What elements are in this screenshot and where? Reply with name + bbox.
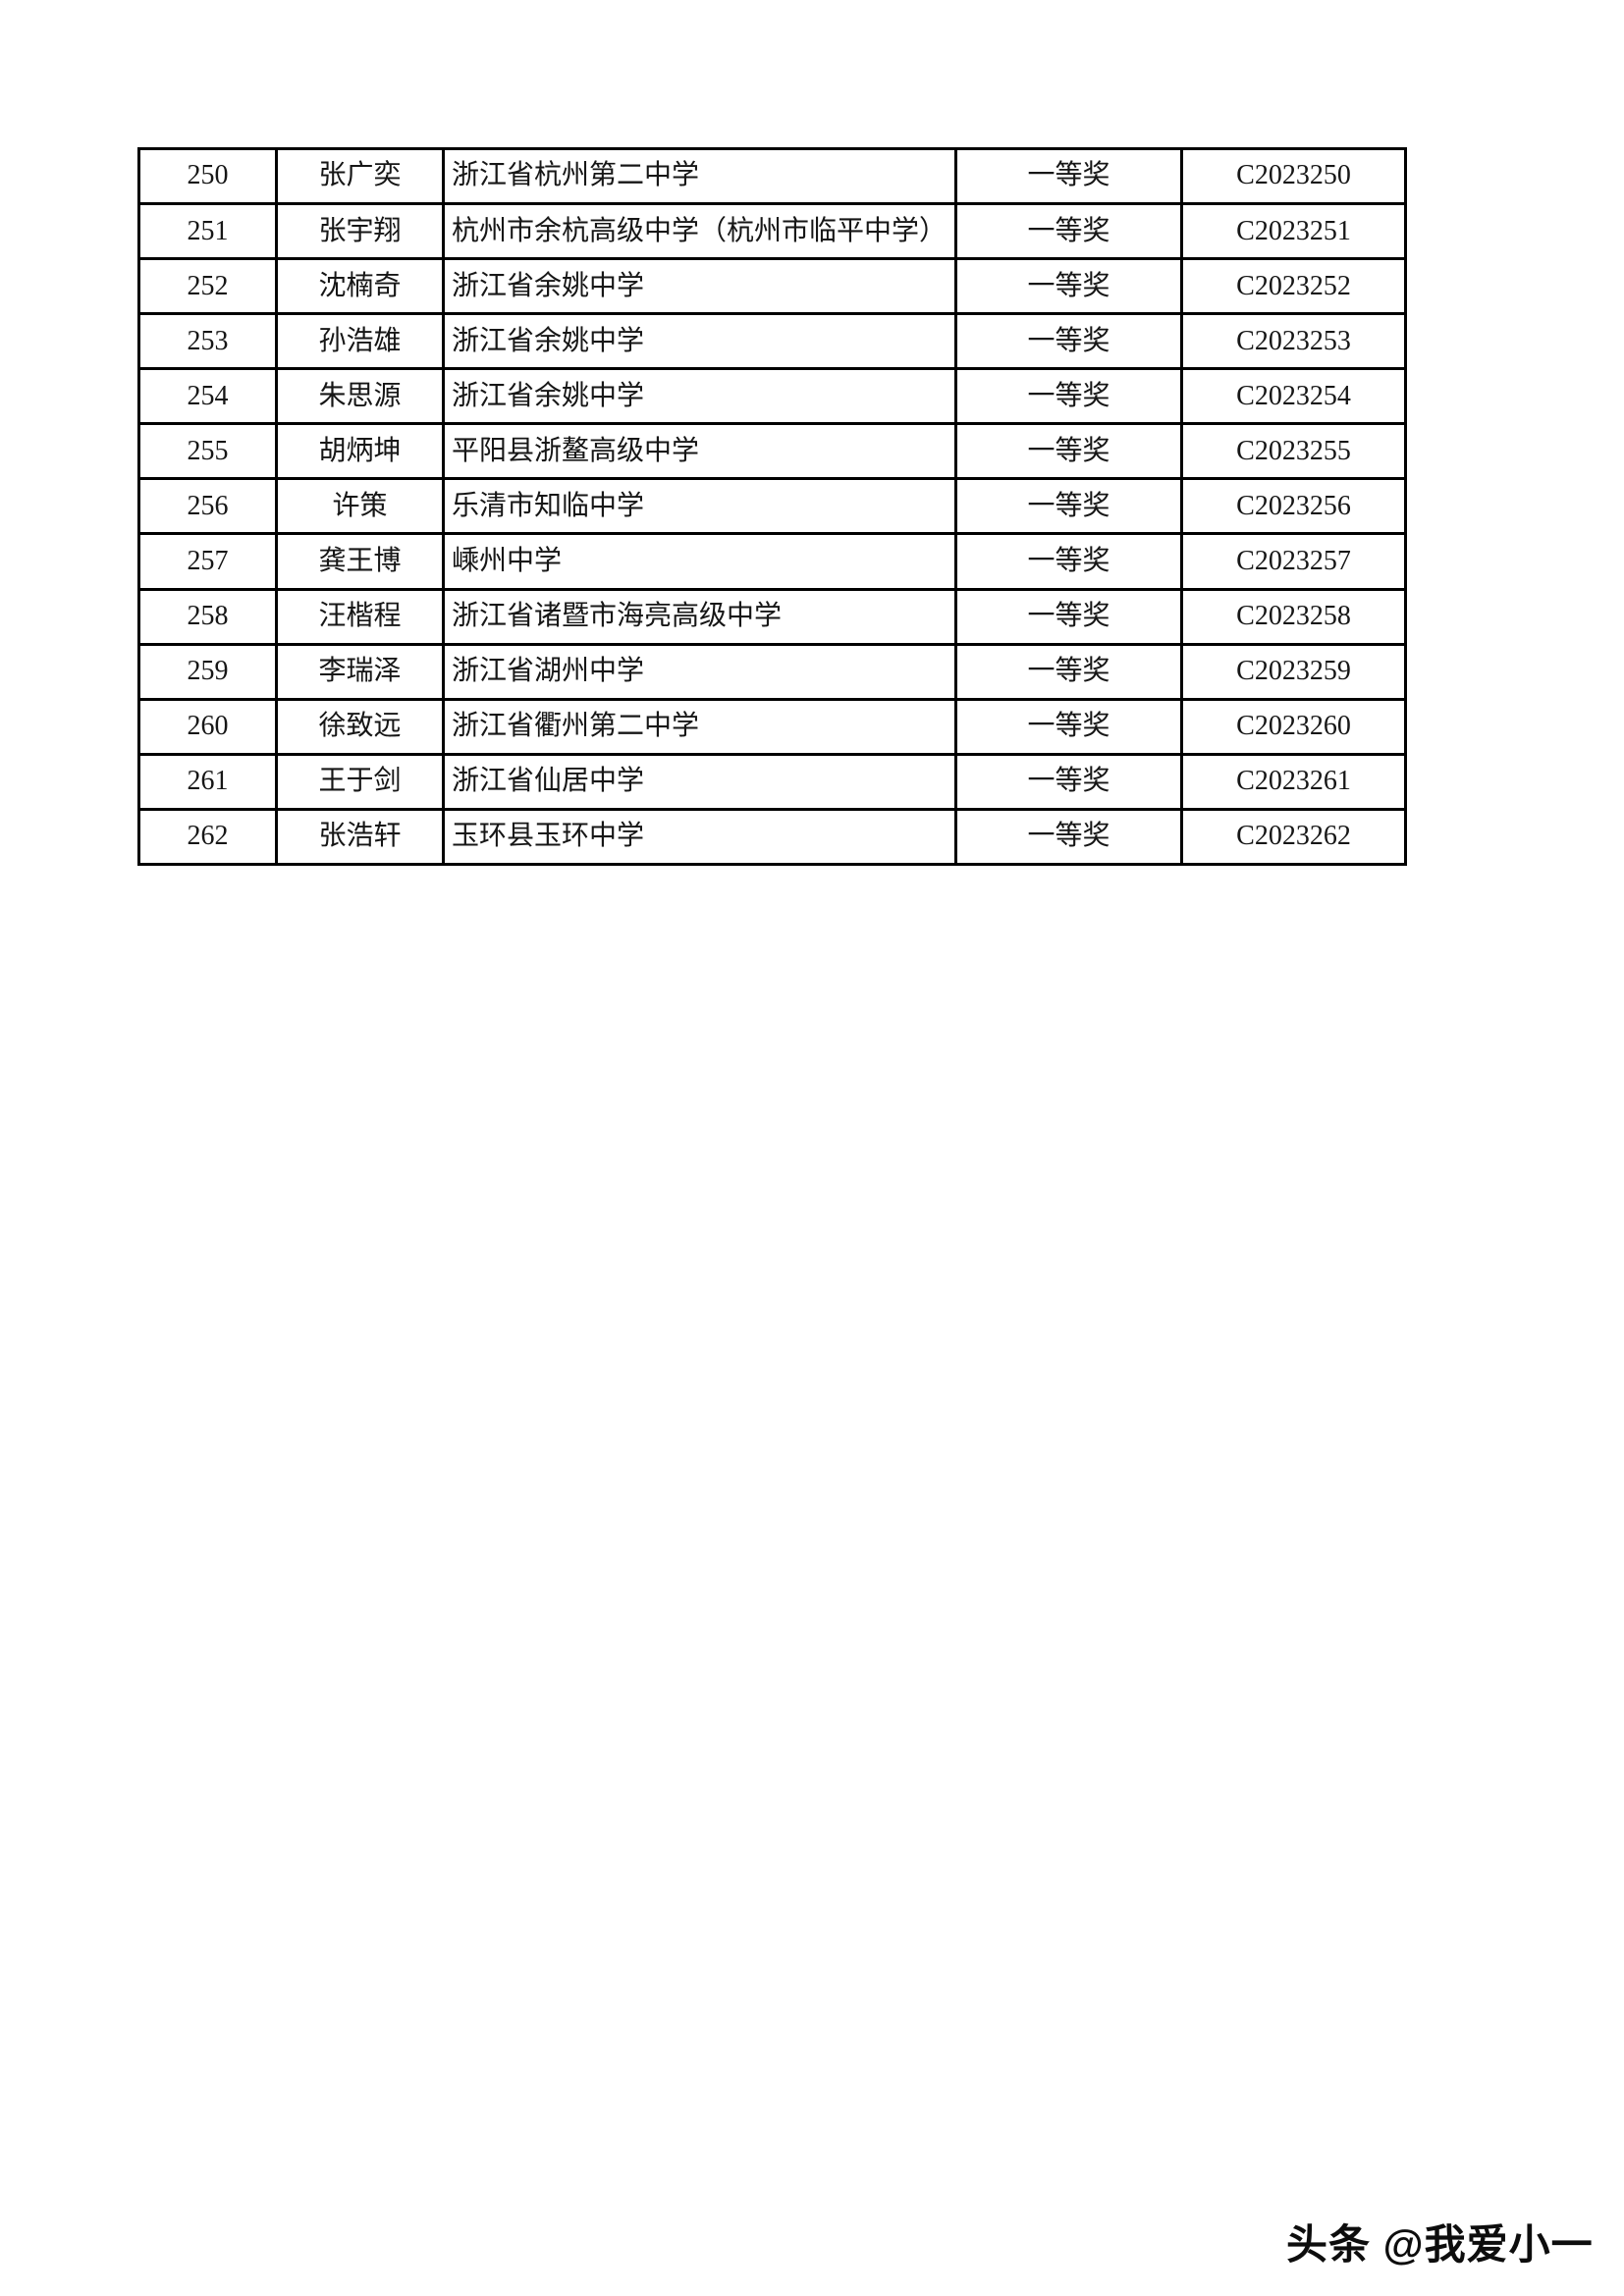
table-row: 260 徐致远 浙江省衢州第二中学 一等奖 C2023260	[137, 697, 1407, 756]
cell-school: 浙江省湖州中学	[442, 642, 957, 701]
cell-serial: 258	[137, 587, 278, 646]
cell-serial: 253	[137, 312, 278, 371]
table-row: 258 汪楷程 浙江省诸暨市海亮高级中学 一等奖 C2023258	[137, 587, 1407, 646]
cell-name: 李瑞泽	[275, 642, 445, 701]
cell-school: 浙江省余姚中学	[442, 257, 957, 316]
cell-cert: C2023256	[1180, 477, 1407, 536]
cell-serial: 250	[137, 146, 278, 206]
cell-school: 嵊州中学	[442, 532, 957, 591]
cell-award: 一等奖	[954, 146, 1183, 206]
cell-award: 一等奖	[954, 367, 1183, 426]
cell-cert: C2023255	[1180, 422, 1407, 481]
cell-cert: C2023259	[1180, 642, 1407, 701]
cell-school: 乐清市知临中学	[442, 477, 957, 536]
cell-serial: 255	[137, 422, 278, 481]
cell-school: 玉环县玉环中学	[442, 807, 957, 867]
cell-award: 一等奖	[954, 312, 1183, 371]
cell-award: 一等奖	[954, 422, 1183, 481]
cell-name: 张广奕	[275, 146, 445, 206]
table-row: 259 李瑞泽 浙江省湖州中学 一等奖 C2023259	[137, 642, 1407, 701]
table-row: 257 龚王博 嵊州中学 一等奖 C2023257	[137, 532, 1407, 591]
table-row: 255 胡炳坤 平阳县浙鳌高级中学 一等奖 C2023255	[137, 422, 1407, 481]
cell-school: 平阳县浙鳌高级中学	[442, 422, 957, 481]
cell-name: 朱思源	[275, 367, 445, 426]
cell-award: 一等奖	[954, 257, 1183, 316]
cell-award: 一等奖	[954, 587, 1183, 646]
cell-award: 一等奖	[954, 752, 1183, 811]
cell-serial: 260	[137, 697, 278, 756]
cell-cert: C2023261	[1180, 752, 1407, 811]
table-row: 250 张广奕 浙江省杭州第二中学 一等奖 C2023250	[137, 146, 1407, 206]
table-row: 256 许策 乐清市知临中学 一等奖 C2023256	[137, 477, 1407, 536]
cell-cert: C2023262	[1180, 807, 1407, 867]
cell-cert: C2023252	[1180, 257, 1407, 316]
cell-award: 一等奖	[954, 807, 1183, 867]
table-row: 251 张宇翔 杭州市余杭高级中学（杭州市临平中学） 一等奖 C2023251	[137, 202, 1407, 261]
table-row: 261 王于剑 浙江省仙居中学 一等奖 C2023261	[137, 752, 1407, 811]
cell-cert: C2023254	[1180, 367, 1407, 426]
cell-school: 浙江省诸暨市海亮高级中学	[442, 587, 957, 646]
cell-serial: 256	[137, 477, 278, 536]
cell-award: 一等奖	[954, 202, 1183, 261]
cell-cert: C2023258	[1180, 587, 1407, 646]
cell-name: 张宇翔	[275, 202, 445, 261]
cell-name: 王于剑	[275, 752, 445, 811]
cell-school: 浙江省余姚中学	[442, 312, 957, 371]
cell-cert: C2023251	[1180, 202, 1407, 261]
cell-name: 沈楠奇	[275, 257, 445, 316]
cell-award: 一等奖	[954, 642, 1183, 701]
cell-serial: 262	[137, 807, 278, 867]
cell-cert: C2023253	[1180, 312, 1407, 371]
cell-name: 张浩轩	[275, 807, 445, 867]
award-results-table: 250 张广奕 浙江省杭州第二中学 一等奖 C2023250 251 张宇翔 杭…	[137, 146, 1407, 867]
table-row: 252 沈楠奇 浙江省余姚中学 一等奖 C2023252	[137, 257, 1407, 316]
table-row: 253 孙浩雄 浙江省余姚中学 一等奖 C2023253	[137, 312, 1407, 371]
cell-name: 许策	[275, 477, 445, 536]
cell-school: 浙江省杭州第二中学	[442, 146, 957, 206]
cell-name: 汪楷程	[275, 587, 445, 646]
cell-cert: C2023257	[1180, 532, 1407, 591]
table-row: 254 朱思源 浙江省余姚中学 一等奖 C2023254	[137, 367, 1407, 426]
cell-name: 孙浩雄	[275, 312, 445, 371]
toutiao-watermark: 头条 @我爱小一	[1286, 2221, 1594, 2268]
cell-school: 浙江省余姚中学	[442, 367, 957, 426]
cell-school: 浙江省衢州第二中学	[442, 697, 957, 756]
cell-school: 浙江省仙居中学	[442, 752, 957, 811]
cell-cert: C2023260	[1180, 697, 1407, 756]
cell-serial: 251	[137, 202, 278, 261]
cell-serial: 259	[137, 642, 278, 701]
cell-serial: 254	[137, 367, 278, 426]
cell-name: 徐致远	[275, 697, 445, 756]
cell-award: 一等奖	[954, 697, 1183, 756]
cell-serial: 252	[137, 257, 278, 316]
cell-serial: 257	[137, 532, 278, 591]
cell-serial: 261	[137, 752, 278, 811]
cell-award: 一等奖	[954, 477, 1183, 536]
cell-cert: C2023250	[1180, 146, 1407, 206]
cell-award: 一等奖	[954, 532, 1183, 591]
table-row: 262 张浩轩 玉环县玉环中学 一等奖 C2023262	[137, 807, 1407, 867]
cell-name: 龚王博	[275, 532, 445, 591]
cell-name: 胡炳坤	[275, 422, 445, 481]
cell-school: 杭州市余杭高级中学（杭州市临平中学）	[442, 202, 957, 261]
